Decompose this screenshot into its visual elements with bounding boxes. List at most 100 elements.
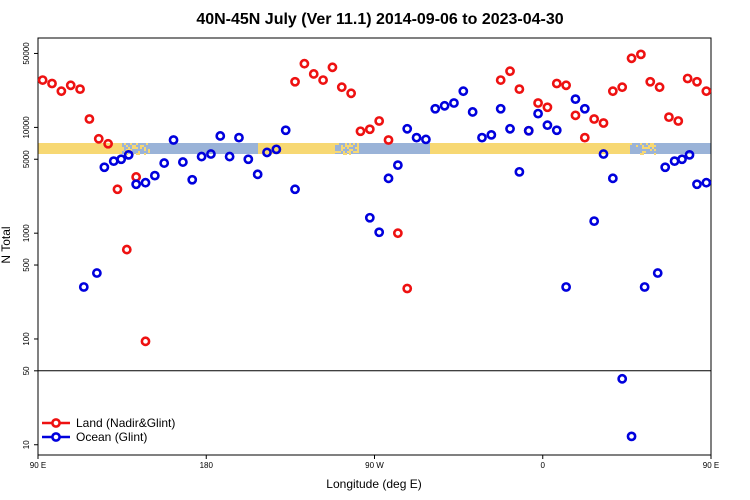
land-point — [617, 82, 628, 93]
band-land-speck — [644, 147, 646, 149]
land-point — [290, 76, 300, 87]
band-land-speck — [646, 143, 648, 145]
ocean-point — [458, 86, 469, 97]
legend-marker-land — [51, 418, 61, 428]
land-point — [542, 102, 553, 113]
land-point — [626, 53, 637, 64]
ocean-point — [206, 149, 216, 159]
band-land-speck — [349, 153, 351, 155]
band-land-speck — [648, 147, 650, 149]
ocean-point — [684, 149, 695, 160]
band-land-speck — [642, 153, 644, 155]
band-ocean-fill — [38, 143, 711, 154]
band-land-speck — [650, 143, 652, 145]
data-series — [37, 49, 712, 442]
ocean-point — [411, 132, 422, 143]
ocean-point — [374, 227, 385, 238]
land-point — [533, 98, 543, 108]
ocean-point — [116, 154, 127, 165]
band-land-speck — [630, 143, 632, 145]
ocean-point — [652, 268, 663, 278]
band-land-speck — [138, 153, 140, 155]
y-axis-label: N Total — [0, 226, 13, 263]
ocean-point — [243, 154, 254, 165]
band-land-speck — [337, 151, 339, 153]
band-land-speck — [138, 151, 140, 153]
land-point — [495, 75, 506, 85]
band-land-speck — [642, 147, 644, 149]
land-point — [514, 84, 525, 95]
land-point — [327, 62, 338, 73]
band-land-speck — [357, 145, 359, 147]
land-point — [392, 228, 403, 239]
band-land-speck — [650, 145, 652, 147]
band-land-speck — [351, 145, 353, 147]
ocean-point — [561, 282, 572, 292]
band-land-speck — [654, 149, 656, 151]
x-axis-label: Longitude (deg E) — [326, 477, 421, 491]
band-land-speck — [142, 145, 144, 147]
band-land-speck — [353, 143, 355, 145]
band-land-speck — [136, 147, 138, 149]
ocean-point — [677, 154, 687, 165]
land-point — [56, 86, 67, 97]
ocean-point — [505, 123, 515, 134]
x-tick-label: 180 — [200, 461, 214, 470]
band-land-speck — [128, 147, 130, 149]
band-land-speck — [347, 145, 349, 147]
ocean-point — [495, 103, 506, 114]
land-point — [505, 66, 515, 77]
ocean-point — [701, 177, 712, 188]
band-land-speck — [126, 153, 128, 155]
band-land-speck — [339, 151, 341, 153]
land-point — [551, 78, 562, 89]
land-point — [654, 82, 665, 93]
band-land-speck — [343, 147, 345, 149]
land-point — [589, 114, 600, 124]
ocean-point — [579, 103, 590, 114]
land-point — [37, 75, 48, 85]
ocean-point — [449, 98, 459, 108]
ocean-point — [168, 135, 179, 145]
ocean-point — [570, 94, 581, 105]
y-tick-label: 500 — [22, 258, 31, 272]
band-land-speck — [148, 149, 150, 151]
band-land-speck — [345, 145, 347, 147]
ocean-point — [598, 149, 609, 159]
band-land-speck — [122, 147, 124, 149]
ocean-point — [78, 282, 89, 292]
x-tick-label: 90 E — [30, 461, 46, 470]
land-point — [346, 88, 357, 99]
band-land-speck — [126, 145, 128, 147]
land-point — [607, 86, 618, 97]
y-tick-label: 50000 — [22, 42, 31, 65]
band-land-speck — [355, 151, 357, 153]
band-land-speck — [140, 147, 142, 149]
ocean-point — [224, 151, 235, 162]
y-tick-label: 1000 — [22, 224, 31, 242]
ocean-point — [533, 108, 543, 119]
ocean-point — [486, 129, 497, 140]
land-point — [383, 135, 394, 145]
ocean-point — [551, 125, 562, 136]
ocean-point — [660, 162, 671, 173]
band-land-speck — [124, 143, 126, 145]
chart-title: 40N-45N July (Ver 11.1) 2014-09-06 to 20… — [196, 11, 563, 28]
land-point — [374, 116, 385, 126]
legend-label-land: Land (Nadir&Glint) — [76, 416, 175, 430]
band-land-speck — [126, 149, 128, 151]
land-point — [579, 132, 590, 143]
ocean-point — [364, 212, 375, 223]
band-land-speck — [642, 145, 644, 147]
band-land-speck — [347, 151, 349, 153]
ocean-point — [439, 100, 450, 111]
y-tick-label: 10 — [22, 440, 31, 449]
ocean-point — [140, 177, 151, 188]
x-tick-label: 90 E — [703, 461, 719, 470]
ocean-point — [392, 160, 403, 171]
band-land-speck — [357, 149, 359, 151]
ocean-point — [271, 144, 282, 155]
ocean-point — [430, 103, 441, 114]
band-land-speck — [357, 143, 359, 145]
band-land-speck — [341, 147, 343, 149]
